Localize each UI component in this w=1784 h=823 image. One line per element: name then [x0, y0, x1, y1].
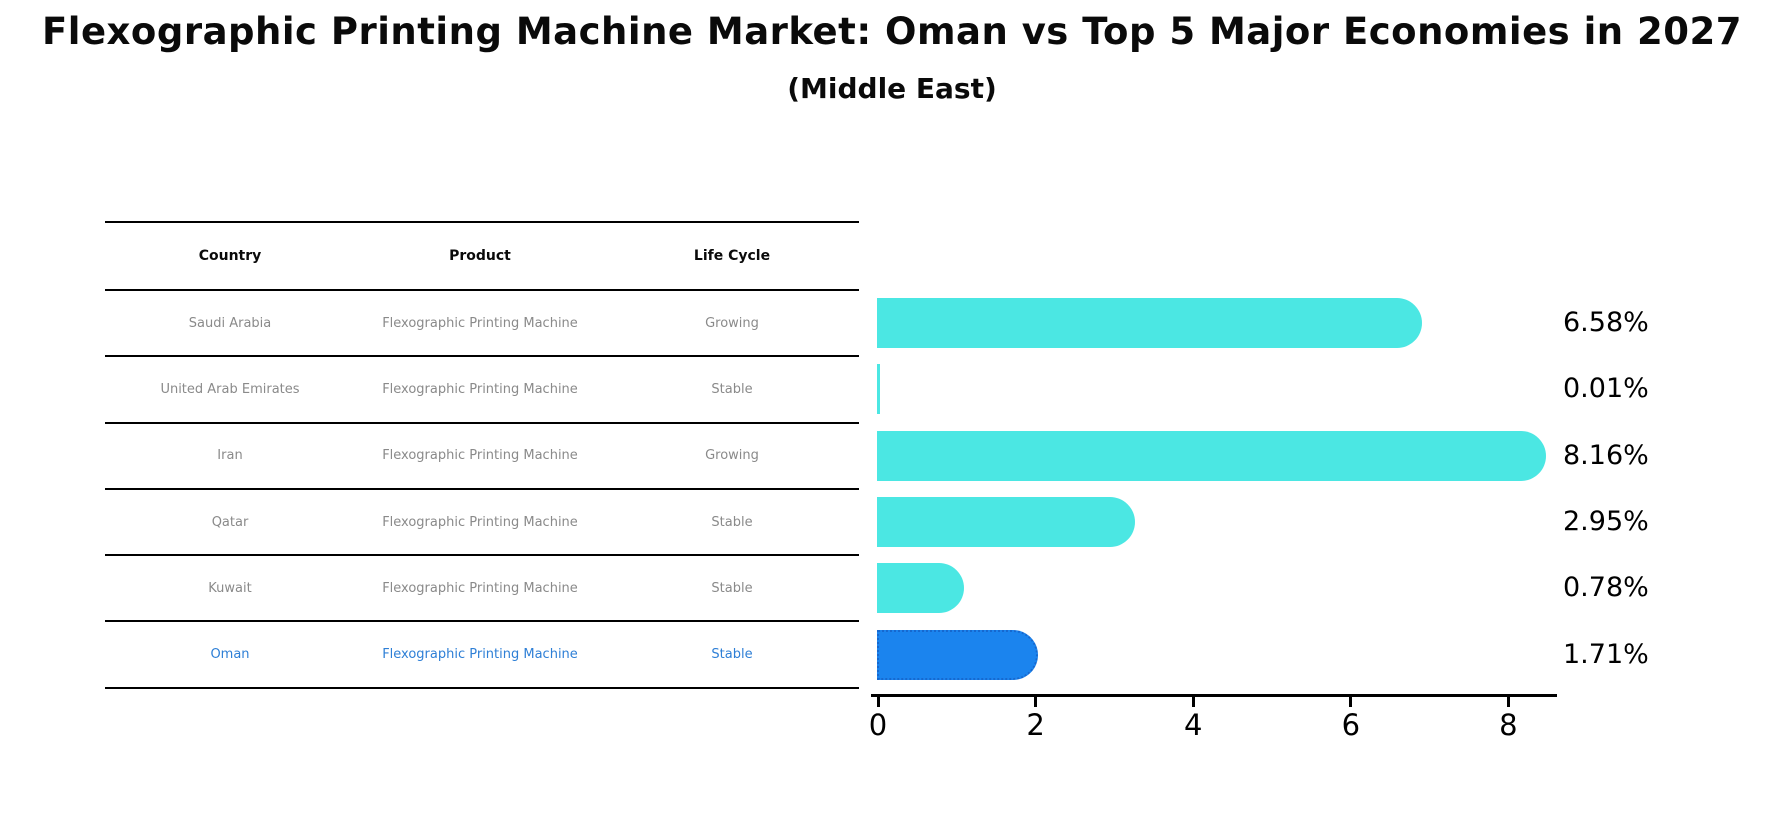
table-header-life-cycle: Life Cycle [693, 248, 771, 264]
bar-value-label: 8.16% [1563, 439, 1649, 471]
bar-saudi-arabia [877, 298, 1422, 348]
table-row-iran: Iran Flexographic Printing Machine Growing [105, 424, 859, 490]
bar-kuwait [877, 563, 965, 614]
country-table: Country Product Life Cycle Saudi Arabia F… [105, 221, 859, 689]
x-axis-tick-label: 8 [1499, 708, 1518, 742]
cell-country: Qatar [211, 514, 249, 530]
x-axis-tick [1034, 697, 1038, 707]
x-axis-line [871, 694, 1557, 697]
page-subtitle: (Middle East) [787, 72, 997, 105]
cell-life-cycle: Stable [711, 381, 753, 397]
bar-value-label: 0.78% [1563, 572, 1649, 604]
cell-product: Flexographic Printing Machine [382, 448, 578, 464]
x-axis-tick [1349, 697, 1353, 707]
cell-country: Iran [217, 448, 243, 464]
x-axis-tick-label: 4 [1183, 708, 1203, 742]
x-axis-tick [876, 697, 880, 707]
cell-life-cycle: Growing [705, 448, 759, 464]
bar-iran [877, 430, 1546, 481]
page-title: Flexographic Printing Machine Market: Om… [42, 10, 1742, 53]
cell-life-cycle: Stable [711, 514, 753, 530]
table-row-oman: Oman Flexographic Printing Machine Stable [105, 622, 859, 689]
table-header-country: Country [198, 248, 262, 264]
bar-qatar [877, 496, 1136, 547]
cell-product: Flexographic Printing Machine [382, 315, 578, 331]
cell-product: Flexographic Printing Machine [382, 381, 578, 397]
cell-country: Kuwait [208, 580, 252, 596]
table-row-kuwait: Kuwait Flexographic Printing Machine Stabl… [105, 556, 859, 623]
bar-oman [877, 629, 1038, 680]
x-axis-tick-label: 6 [1341, 708, 1361, 742]
table-row-united-arab-emirates: United Arab Emirates Flexographic Printin… [105, 357, 859, 424]
x-axis-tick [1191, 697, 1195, 707]
bar-united-arab-emirates [877, 364, 880, 415]
cell-product: Flexographic Printing Machine [382, 647, 578, 663]
cell-country: Oman [210, 647, 250, 663]
cell-life-cycle: Stable [711, 580, 753, 596]
cell-country: United Arab Emirates [160, 381, 300, 397]
table-header-product: Product [449, 248, 511, 264]
bar-value-label: 2.95% [1563, 505, 1649, 537]
table-row-qatar: Qatar Flexographic Printing Machine Stable [105, 490, 859, 557]
bar-value-label: 6.58% [1563, 307, 1649, 338]
bar-value-label: 0.01% [1563, 373, 1649, 405]
cell-product: Flexographic Printing Machine [382, 580, 578, 596]
x-axis-tick [1506, 697, 1510, 707]
x-axis-tick-label: 0 [868, 708, 888, 742]
cell-life-cycle: Growing [705, 315, 759, 331]
bar-value-label: 1.71% [1563, 638, 1649, 670]
cell-country: Saudi Arabia [188, 315, 272, 331]
table-header-row: Country Product Life Cycle [105, 223, 859, 291]
table-row-saudi-arabia: Saudi Arabia Flexographic Printing Machin… [105, 291, 859, 358]
cell-life-cycle: Stable [711, 647, 753, 663]
cell-product: Flexographic Printing Machine [382, 514, 578, 530]
table-body: Saudi Arabia Flexographic Printing Machin… [105, 291, 859, 689]
x-axis-tick-label: 2 [1026, 708, 1045, 742]
